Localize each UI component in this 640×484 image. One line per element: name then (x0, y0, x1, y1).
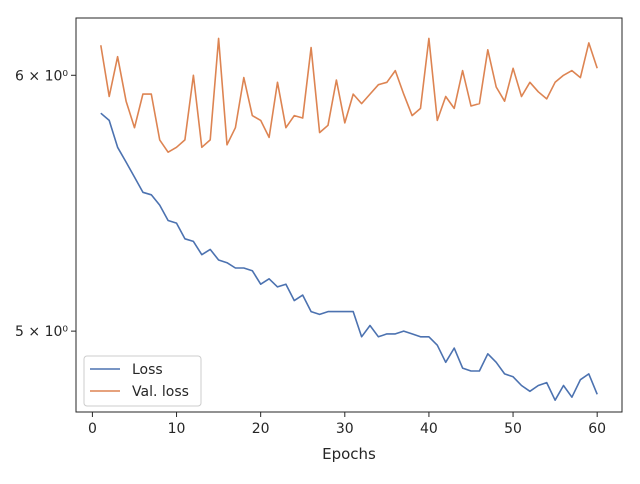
x-axis-ticks: 0 10 20 30 40 50 60 (88, 412, 606, 437)
x-axis-label: Epochs (322, 445, 376, 463)
x-tick-label: 10 (168, 421, 186, 437)
series-line-loss (100, 112, 598, 402)
legend-label-loss: Loss (132, 362, 163, 378)
series-lines (100, 37, 598, 402)
plot-area (75, 17, 623, 413)
series-line-val-loss (100, 37, 598, 153)
y-axis-ticks: 5 × 10⁰ 6 × 10⁰ (15, 68, 76, 340)
x-tick-label: 40 (420, 421, 438, 437)
x-tick-label: 0 (88, 421, 97, 437)
x-tick-label: 50 (504, 421, 522, 437)
x-tick-label: 20 (252, 421, 270, 437)
x-tick-label: 60 (588, 421, 606, 437)
y-tick-label: 5 × 10⁰ (15, 324, 68, 340)
legend-label-val-loss: Val. loss (132, 384, 189, 400)
x-tick-label: 30 (336, 421, 354, 437)
y-tick-label: 6 × 10⁰ (15, 68, 68, 84)
legend: Loss Val. loss (83, 355, 202, 407)
